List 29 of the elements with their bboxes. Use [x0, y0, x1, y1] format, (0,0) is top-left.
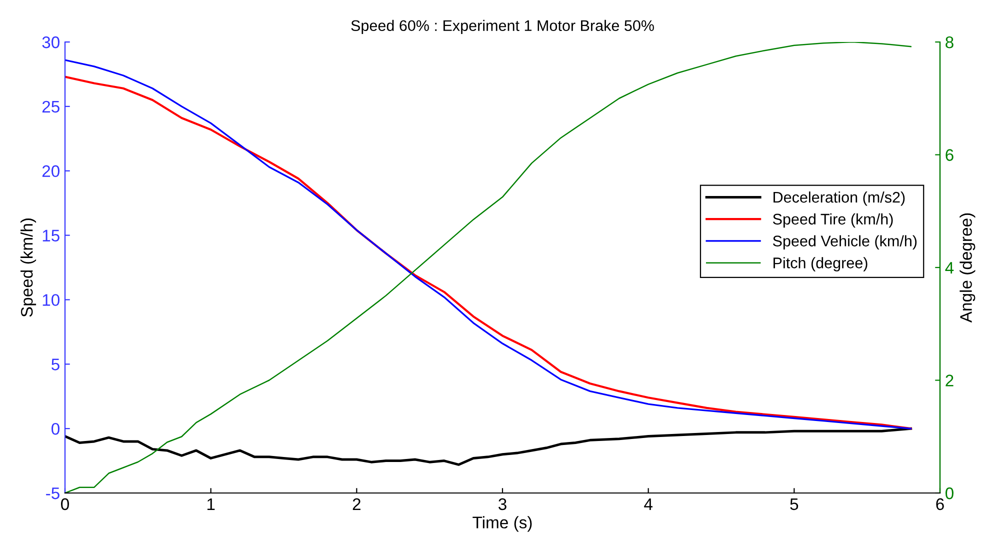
legend-label: Speed Vehicle (km/h) — [772, 235, 917, 250]
y-tick-label: 25 — [42, 100, 60, 113]
y2-tick-label: 0 — [946, 487, 954, 500]
legend-label: Deceleration (m/s2) — [774, 191, 905, 206]
x-tick-label: 5 — [790, 498, 798, 510]
y-tick-label: 20 — [42, 165, 60, 178]
x-axis-title: Time (s) — [472, 516, 532, 532]
y-tick-label: 30 — [42, 36, 60, 48]
x-tick-label: 6 — [936, 498, 944, 510]
y-axis-title: Speed (km/h) — [20, 218, 36, 317]
x-tick-label: 3 — [498, 498, 506, 510]
y-tick-label: 0 — [52, 422, 60, 435]
y2-axis-title: Angle (degree) — [960, 213, 976, 323]
x-tick-label: 1 — [207, 498, 215, 510]
y-tick-label: 10 — [42, 294, 60, 306]
y-tick-label: 15 — [42, 230, 60, 242]
y-tick-label: 5 — [52, 358, 60, 370]
x-tick-label: 4 — [644, 498, 652, 510]
y2-tick-label: 6 — [946, 149, 954, 161]
x-tick-label: 2 — [352, 498, 360, 510]
line-series — [65, 427, 912, 466]
y2-tick-label: 4 — [945, 262, 954, 274]
y-tick-label: -5 — [46, 488, 60, 500]
legend-label: Speed Tire (km/h) — [772, 213, 893, 228]
x-tick-label: 0 — [61, 498, 69, 510]
legend-label: Pitch (degree) — [774, 257, 868, 272]
y2-tick-label: 2 — [946, 374, 954, 386]
y2-tick-label: 8 — [946, 36, 954, 48]
chart-title: Speed 60% : Experiment 1 Motor Brake 50% — [351, 20, 654, 34]
